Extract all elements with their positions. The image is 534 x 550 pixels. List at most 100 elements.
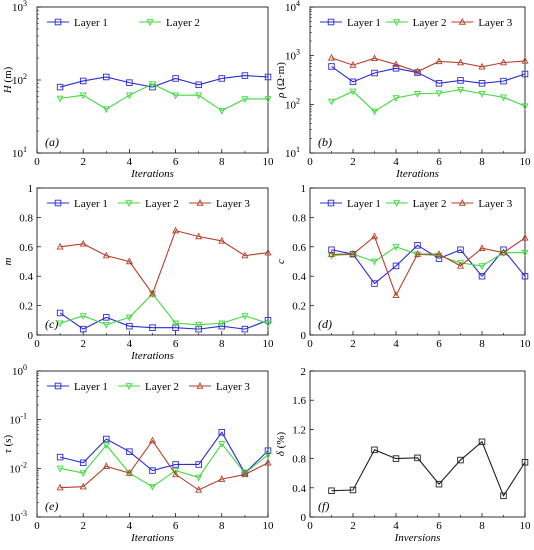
legend-marker <box>54 199 62 207</box>
series-2 <box>56 81 272 115</box>
series-1 <box>56 309 272 333</box>
y-tick-label: 0.4 <box>19 271 33 283</box>
panel-label: (a) <box>45 135 59 149</box>
y-tick-base: 10 <box>12 75 24 87</box>
y-axis-symbol: H <box>2 84 14 94</box>
x-tick-label: 8 <box>219 520 225 532</box>
panel-label: (f) <box>318 499 329 513</box>
series-line <box>60 439 269 491</box>
data-point <box>241 470 249 478</box>
x-tick-label: 2 <box>80 338 86 350</box>
data-point <box>521 103 529 111</box>
y-tick-label: 1 <box>28 183 34 195</box>
data-point <box>125 314 133 322</box>
series-3 <box>56 226 272 297</box>
y-tick-label: 0.4 <box>292 271 306 283</box>
x-tick-label: 8 <box>479 520 485 532</box>
legend-label: Layer 1 <box>74 17 108 29</box>
y-tick-base: 10 <box>9 415 21 427</box>
y-tick-exponent: 1 <box>296 145 300 154</box>
legend-marker <box>196 198 204 206</box>
x-tick-label: 10 <box>520 338 532 350</box>
legend-marker <box>125 200 133 208</box>
y-tick-base: 10 <box>9 463 21 475</box>
data-point <box>102 251 110 259</box>
y-tick-label: 0 <box>301 512 307 524</box>
data-point <box>195 461 202 468</box>
series-line <box>59 293 269 326</box>
data-point <box>435 250 443 257</box>
data-point <box>148 81 157 89</box>
data-point <box>413 250 422 257</box>
x-tick-label: 2 <box>350 338 356 350</box>
data-point <box>56 483 64 491</box>
series-2 <box>56 441 272 491</box>
data-point <box>370 232 379 240</box>
y-tick-label: 0.8 <box>292 454 306 466</box>
y-tick-label: 1.2 <box>292 424 306 436</box>
x-tick-label: 0 <box>34 338 40 350</box>
data-point <box>241 313 249 320</box>
data-point <box>392 60 400 68</box>
x-tick-label: 2 <box>350 156 356 168</box>
data-point <box>264 447 272 454</box>
data-point <box>79 325 87 333</box>
y-tick-label: 101 <box>12 145 27 160</box>
y-tick-label: 2 <box>301 366 307 378</box>
data-point <box>172 470 180 478</box>
data-point <box>172 467 180 475</box>
series-line <box>331 246 525 267</box>
data-point <box>218 75 226 82</box>
y-tick-label: 104 <box>285 0 300 14</box>
y-tick-label: 102 <box>12 72 27 87</box>
data-point <box>241 251 249 259</box>
data-point <box>148 436 157 444</box>
y-axis-label: ρ (Ω·m) <box>275 62 287 99</box>
y-axis-symbol: m <box>2 257 14 265</box>
x-axis-label: Iterations <box>395 168 439 180</box>
legend-marker <box>125 383 133 391</box>
data-point <box>478 91 486 98</box>
y-tick-label: 1.6 <box>292 395 306 407</box>
data-point <box>478 62 486 70</box>
series-line <box>331 244 526 285</box>
data-point <box>264 458 272 466</box>
y-axis-label: c <box>275 259 287 264</box>
panel-label: (e) <box>45 499 58 513</box>
data-point <box>392 65 400 72</box>
data-point <box>172 75 179 82</box>
x-tick-label: 6 <box>436 520 442 532</box>
legend-label: Layer 3 <box>478 17 512 29</box>
data-point <box>457 77 464 84</box>
y-tick-base: 10 <box>12 366 24 378</box>
data-point <box>149 467 156 474</box>
series-line <box>331 89 526 112</box>
data-point <box>349 88 357 96</box>
data-point <box>56 465 64 473</box>
y-tick-label: 0.8 <box>292 212 306 224</box>
data-point <box>264 96 272 103</box>
series-line <box>331 440 526 498</box>
data-point <box>371 446 378 454</box>
data-point <box>56 242 64 250</box>
legend-marker <box>327 18 335 26</box>
data-point <box>241 72 249 79</box>
legend-label: Layer 2 <box>166 17 200 29</box>
x-tick-label: 10 <box>263 338 275 350</box>
y-tick-label: 10-1 <box>9 412 27 427</box>
x-tick-label: 10 <box>520 520 532 532</box>
data-point <box>392 455 400 462</box>
series-line <box>60 83 268 112</box>
legend-label: Layer 2 <box>145 198 179 210</box>
y-axis-unit: (Ω·m) <box>275 62 287 93</box>
plot-frame <box>36 187 269 336</box>
legend-marker <box>458 198 466 206</box>
data-point <box>149 324 156 331</box>
data-point <box>457 246 464 253</box>
y-tick-exponent: 3 <box>296 48 300 57</box>
series-line <box>331 235 526 297</box>
x-tick-label: 6 <box>436 338 442 350</box>
data-point <box>521 233 529 241</box>
